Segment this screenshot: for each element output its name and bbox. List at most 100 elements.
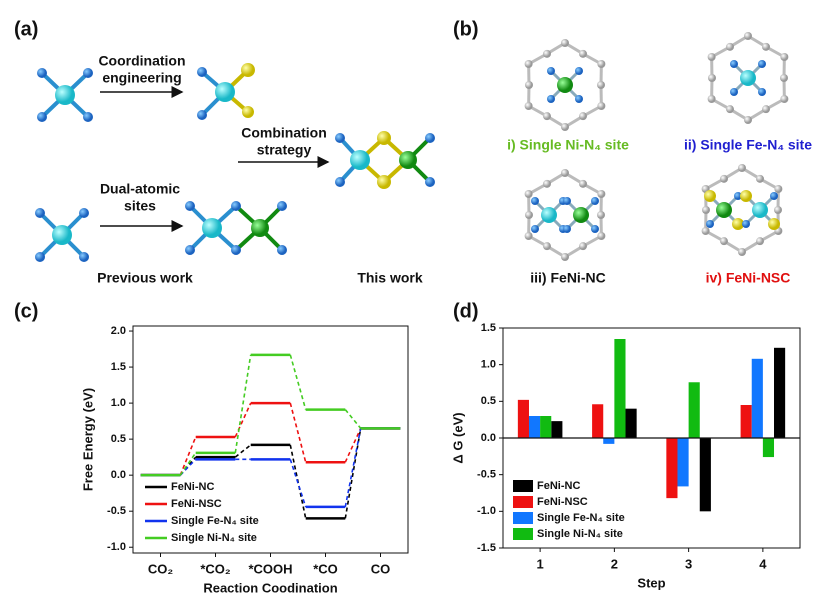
y-tick-label: -1.0 bbox=[107, 541, 126, 553]
caption: iii) FeNi-NC bbox=[530, 270, 605, 286]
atom bbox=[730, 60, 738, 68]
atom bbox=[708, 74, 716, 82]
caption: This work bbox=[357, 270, 423, 286]
atom bbox=[704, 190, 716, 202]
panel-label: (c) bbox=[14, 300, 38, 322]
atom bbox=[768, 218, 780, 230]
atom bbox=[738, 248, 746, 256]
x-tick-label: 1 bbox=[537, 556, 544, 571]
y-tick-label: 2.0 bbox=[111, 325, 126, 337]
connector bbox=[344, 428, 362, 508]
caption: Previous work bbox=[97, 270, 193, 286]
y-tick-label: 0.0 bbox=[481, 432, 496, 444]
bar bbox=[528, 416, 541, 438]
bar bbox=[603, 438, 615, 444]
y-axis-label: Δ G (eV) bbox=[450, 412, 465, 463]
bar bbox=[614, 339, 626, 438]
atom bbox=[579, 49, 587, 58]
caption: i) Single Ni-N₄ site bbox=[507, 137, 629, 153]
legend-label: Single Ni-N₄ site bbox=[537, 528, 623, 540]
legend-label: Single Fe-N₄ site bbox=[537, 512, 625, 524]
atom bbox=[762, 42, 770, 51]
connector bbox=[234, 402, 252, 438]
atom bbox=[579, 112, 587, 121]
atom bbox=[780, 95, 789, 103]
atom bbox=[579, 242, 587, 251]
molecule-single bbox=[37, 68, 93, 122]
atom bbox=[531, 225, 539, 233]
atom bbox=[732, 218, 744, 230]
legend-swatch bbox=[513, 480, 533, 492]
x-tick-label: 4 bbox=[759, 556, 767, 571]
connector bbox=[289, 402, 307, 463]
panel-label: (b) bbox=[453, 18, 479, 40]
atom bbox=[707, 95, 716, 103]
atom bbox=[742, 220, 750, 228]
arrow-label: sites bbox=[124, 198, 156, 214]
connector bbox=[289, 354, 307, 410]
molecule-dual bbox=[185, 201, 287, 255]
atom bbox=[575, 67, 583, 75]
atom bbox=[543, 112, 551, 121]
atom bbox=[524, 102, 533, 110]
atom bbox=[758, 88, 766, 96]
x-axis-label: Step bbox=[637, 575, 665, 590]
atom bbox=[706, 220, 714, 228]
bar bbox=[774, 347, 786, 438]
y-axis-label: Free Energy (eV) bbox=[80, 388, 95, 491]
x-tick-label: 3 bbox=[685, 556, 692, 571]
bar bbox=[688, 382, 700, 438]
atom bbox=[543, 242, 551, 251]
legend-label: Single Fe-N₄ site bbox=[171, 515, 259, 527]
molecule-coordination bbox=[197, 63, 255, 120]
atom bbox=[575, 95, 583, 103]
atom bbox=[752, 202, 768, 218]
y-tick-label: 1.5 bbox=[111, 361, 126, 373]
bar bbox=[699, 438, 711, 512]
arrow-label: Combination bbox=[241, 125, 327, 141]
x-tick-label: CO₂ bbox=[148, 561, 174, 576]
connector bbox=[234, 354, 252, 453]
atom bbox=[597, 190, 606, 198]
molecules bbox=[35, 63, 435, 262]
connector bbox=[344, 427, 362, 463]
atom bbox=[543, 49, 551, 58]
bar bbox=[762, 438, 775, 458]
atom bbox=[740, 70, 756, 86]
atom bbox=[744, 32, 752, 40]
atom bbox=[563, 225, 571, 233]
atom bbox=[573, 207, 589, 223]
atom bbox=[541, 207, 557, 223]
connector bbox=[344, 428, 362, 519]
panel-label: (a) bbox=[14, 18, 38, 40]
x-axis-label: Reaction Coodination bbox=[203, 580, 337, 595]
connector bbox=[234, 444, 252, 458]
x-tick-label: CO bbox=[371, 561, 391, 576]
atom bbox=[524, 60, 533, 68]
atom bbox=[591, 197, 599, 205]
atom bbox=[561, 253, 569, 261]
y-tick-label: 1.0 bbox=[481, 359, 496, 371]
bar bbox=[517, 399, 529, 438]
legend-label: FeNi-NSC bbox=[537, 496, 588, 508]
atom bbox=[770, 192, 778, 200]
y-tick-label: -0.5 bbox=[477, 469, 496, 481]
caption: iv) FeNi-NSC bbox=[706, 270, 791, 286]
bar bbox=[751, 358, 763, 438]
atom bbox=[734, 192, 742, 200]
y-tick-label: 0.5 bbox=[481, 395, 496, 407]
bar bbox=[677, 438, 689, 487]
atom bbox=[597, 81, 605, 89]
y-tick-label: 1.0 bbox=[111, 397, 126, 409]
x-tick-label: *COOH bbox=[248, 561, 292, 576]
legend-swatch bbox=[513, 496, 533, 508]
atom bbox=[702, 206, 710, 214]
atom bbox=[726, 42, 734, 51]
atom bbox=[744, 116, 752, 124]
connector bbox=[179, 452, 197, 476]
atom bbox=[756, 237, 764, 246]
x-tick-label: *CO bbox=[313, 561, 338, 576]
atom bbox=[762, 105, 770, 114]
bar bbox=[740, 405, 752, 438]
